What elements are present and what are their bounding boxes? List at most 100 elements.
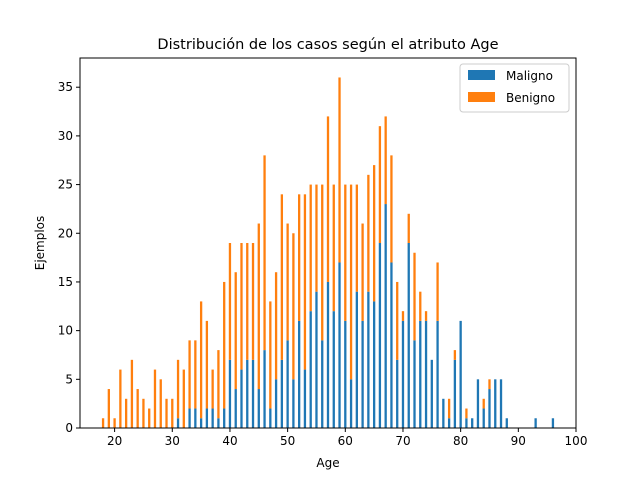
bar-benigno — [436, 262, 439, 321]
bar-maligno — [332, 311, 335, 428]
bar-maligno — [534, 418, 537, 428]
bar-maligno — [459, 320, 462, 428]
y-tick-label: 10 — [58, 324, 73, 338]
bar-maligno — [228, 359, 232, 428]
bar-benigno — [148, 408, 151, 428]
x-tick-label: 40 — [222, 434, 237, 448]
bar-benigno — [153, 369, 157, 428]
bar-maligno — [280, 359, 284, 428]
bar-maligno — [257, 389, 260, 428]
bar-maligno — [499, 379, 503, 428]
bar-maligno — [315, 291, 318, 428]
bar-maligno — [286, 340, 289, 428]
bar-maligno — [217, 418, 220, 428]
y-tick-label: 5 — [65, 372, 73, 386]
bar-maligno — [344, 320, 347, 428]
x-axis-ticks: 20 30 40 50 60 70 80 90 100 — [107, 428, 587, 448]
bar-benigno — [349, 184, 353, 380]
bar-benigno — [228, 243, 232, 360]
bar-maligno — [361, 320, 364, 428]
x-tick-label: 50 — [280, 434, 295, 448]
bar-benigno — [396, 281, 399, 360]
bar-benigno — [413, 252, 416, 341]
bar-benigno — [286, 223, 289, 341]
y-tick-label: 0 — [65, 421, 73, 435]
bar-maligno — [442, 398, 445, 428]
bar-benigno — [217, 350, 220, 419]
bar-maligno — [303, 369, 307, 428]
bar-benigno — [309, 184, 312, 312]
bar-benigno — [332, 184, 335, 312]
bar-benigno — [465, 408, 468, 419]
bar-benigno — [453, 350, 457, 360]
bar-maligno — [223, 408, 226, 428]
bar-maligno — [234, 389, 237, 428]
bar-maligno — [378, 243, 382, 428]
bar-maligno — [338, 262, 341, 428]
bar-maligno — [505, 418, 508, 428]
bar-benigno — [136, 389, 139, 428]
bar-maligno — [453, 359, 457, 428]
bar-maligno — [551, 418, 555, 428]
x-tick-label: 30 — [165, 434, 180, 448]
bar-maligno — [424, 320, 428, 428]
bar-benigno — [119, 369, 122, 428]
bar-maligno — [396, 359, 399, 428]
x-tick-label: 80 — [453, 434, 468, 448]
bar-maligno — [240, 369, 243, 428]
bar-benigno — [424, 311, 428, 321]
bar-benigno — [384, 116, 387, 205]
y-tick-label: 30 — [58, 129, 73, 143]
bar-benigno — [165, 398, 168, 428]
x-axis-label: Age — [316, 456, 339, 470]
bar-maligno — [384, 204, 387, 428]
bar-maligno — [355, 291, 358, 428]
bar-maligno — [447, 418, 451, 428]
bar-benigno — [182, 369, 185, 428]
y-tick-label: 35 — [58, 80, 73, 94]
bar-maligno — [263, 350, 266, 428]
bar-maligno — [199, 418, 203, 428]
bar-maligno — [482, 408, 485, 428]
x-tick-label: 70 — [395, 434, 410, 448]
legend: Maligno Benigno — [459, 63, 570, 113]
bars-layer — [101, 77, 555, 428]
bar-maligno — [176, 418, 180, 428]
legend-swatch-maligno — [468, 70, 495, 80]
plot-frame — [79, 57, 577, 429]
bar-maligno — [413, 340, 416, 428]
bar-benigno — [188, 340, 191, 409]
bar-benigno — [269, 301, 272, 409]
bar-benigno — [488, 379, 491, 390]
bar-benigno — [390, 155, 393, 263]
bar-maligno — [326, 281, 330, 428]
bar-maligno — [298, 320, 301, 428]
legend-label-maligno: Maligno — [506, 69, 553, 83]
y-axis-label: Ejemplos — [33, 216, 47, 271]
bar-maligno — [367, 291, 370, 428]
bar-benigno — [194, 340, 197, 409]
bar-benigno — [303, 194, 307, 370]
bar-benigno — [292, 233, 295, 380]
bar-benigno — [378, 126, 382, 243]
x-tick-label: 20 — [107, 434, 122, 448]
bar-benigno — [199, 301, 203, 419]
bar-benigno — [205, 320, 209, 409]
bar-maligno — [188, 408, 191, 428]
bar-benigno — [176, 359, 180, 419]
bar-maligno — [251, 359, 255, 428]
bar-maligno — [471, 418, 474, 428]
bar-benigno — [142, 398, 145, 428]
bar-benigno — [246, 243, 249, 360]
legend-label-benigno: Benigno — [506, 91, 555, 105]
bar-benigno — [280, 194, 284, 360]
bar-maligno — [309, 311, 312, 428]
bar-benigno — [407, 213, 410, 243]
bar-benigno — [482, 398, 485, 409]
bar-benigno — [361, 223, 364, 321]
bar-benigno — [338, 77, 341, 263]
bar-benigno — [223, 281, 226, 409]
x-tick-label: 60 — [338, 434, 353, 448]
bar-benigno — [124, 398, 128, 428]
